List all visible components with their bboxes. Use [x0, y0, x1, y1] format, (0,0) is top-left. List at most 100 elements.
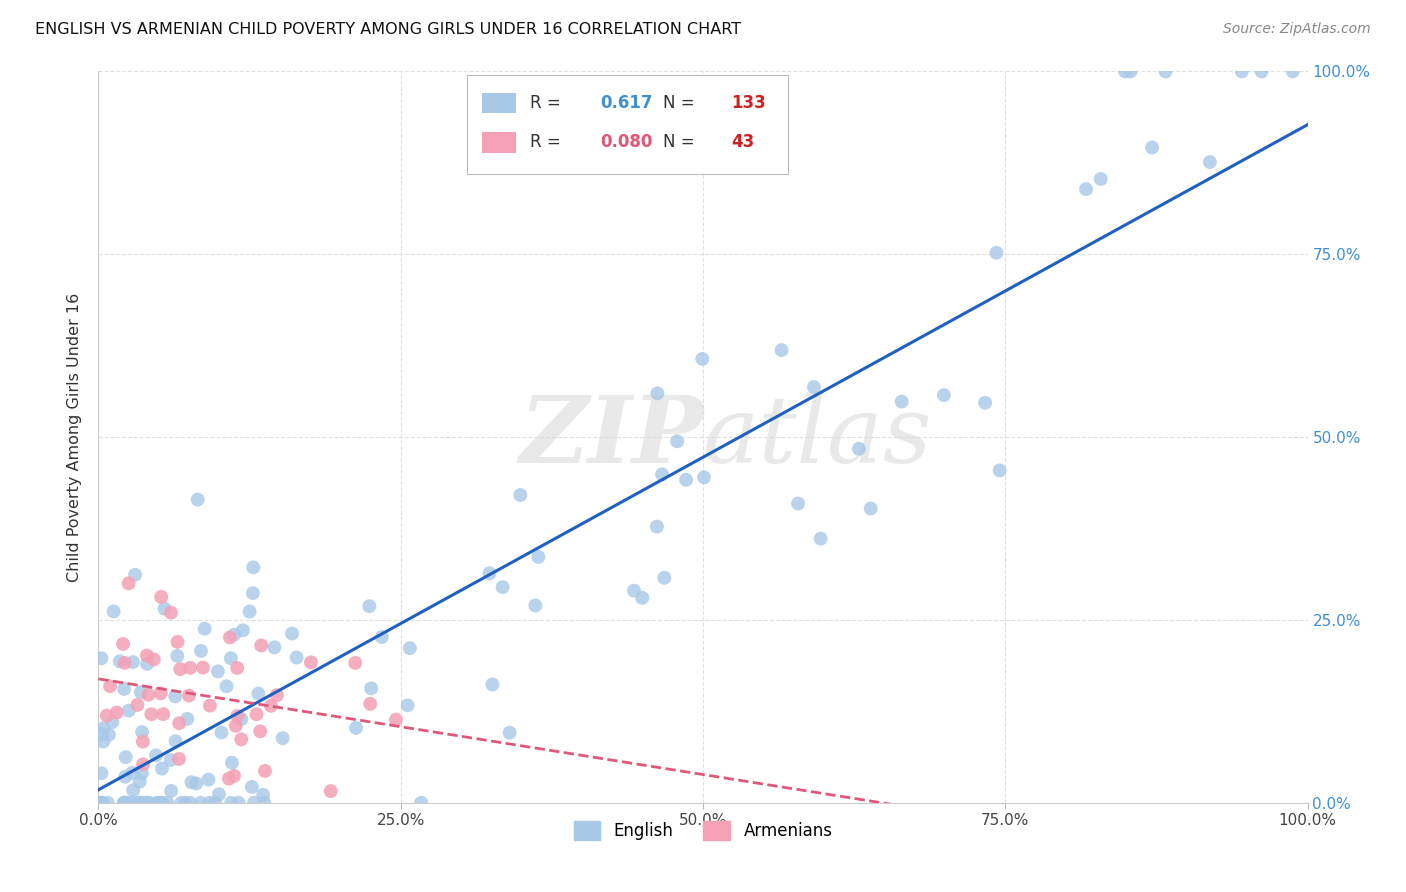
Point — [1090, 172, 1112, 186]
Point — [128, 796, 150, 810]
Point — [253, 796, 276, 810]
Point — [179, 796, 201, 810]
Point — [112, 637, 135, 651]
Point — [247, 687, 270, 701]
Point — [177, 689, 200, 703]
Point — [156, 796, 179, 810]
Point — [191, 660, 214, 674]
Point — [1281, 64, 1303, 78]
Point — [1230, 64, 1253, 78]
Point — [166, 648, 188, 663]
Point — [225, 719, 247, 733]
Point — [117, 796, 139, 810]
Point — [524, 599, 547, 613]
Point — [166, 635, 188, 649]
Point — [204, 796, 226, 810]
Point — [239, 605, 262, 619]
Point — [127, 698, 149, 712]
Point — [231, 732, 253, 747]
Text: ZIP: ZIP — [519, 392, 703, 482]
Point — [266, 688, 288, 702]
Point — [97, 728, 120, 742]
Point — [299, 656, 322, 670]
Point — [165, 734, 187, 748]
Point — [153, 601, 176, 615]
Text: 133: 133 — [731, 94, 765, 112]
Point — [131, 766, 153, 780]
Text: ENGLISH VS ARMENIAN CHILD POVERTY AMONG GIRLS UNDER 16 CORRELATION CHART: ENGLISH VS ARMENIAN CHILD POVERTY AMONG … — [35, 22, 741, 37]
Point — [149, 686, 172, 700]
Point — [90, 651, 112, 665]
Point — [173, 796, 195, 810]
Point — [1140, 140, 1163, 154]
Point — [253, 764, 276, 778]
Point — [136, 796, 159, 810]
Point — [96, 708, 118, 723]
Point — [128, 774, 150, 789]
Y-axis label: Child Poverty Among Girls Under 16: Child Poverty Among Girls Under 16 — [67, 293, 83, 582]
Point — [228, 796, 250, 810]
Point — [134, 796, 156, 810]
Point — [129, 685, 152, 699]
Point — [693, 470, 716, 484]
Point — [98, 679, 121, 693]
Point — [132, 734, 155, 748]
Point — [242, 586, 264, 600]
Point — [245, 707, 267, 722]
Point — [135, 648, 157, 663]
Point — [1074, 182, 1097, 196]
Point — [675, 473, 697, 487]
Point — [138, 688, 160, 702]
Text: 43: 43 — [731, 133, 754, 152]
Point — [141, 707, 163, 722]
Point — [97, 796, 120, 810]
Point — [890, 394, 912, 409]
Point — [176, 712, 198, 726]
Point — [114, 656, 136, 670]
Point — [219, 631, 242, 645]
Point — [1119, 64, 1142, 78]
Point — [848, 442, 870, 456]
Point — [226, 709, 249, 723]
Point — [231, 712, 253, 726]
FancyBboxPatch shape — [467, 75, 787, 174]
Point — [478, 566, 501, 581]
Point — [165, 690, 187, 704]
Point — [1114, 64, 1136, 78]
Point — [187, 492, 209, 507]
Point — [810, 532, 832, 546]
Point — [128, 796, 150, 810]
Point — [114, 750, 136, 764]
Text: Source: ZipAtlas.com: Source: ZipAtlas.com — [1223, 22, 1371, 37]
Point — [319, 784, 342, 798]
Point — [142, 652, 165, 666]
Point — [371, 630, 394, 644]
Text: N =: N = — [664, 133, 700, 152]
Point — [90, 796, 112, 810]
Point — [285, 650, 308, 665]
Point — [190, 796, 212, 810]
Point — [651, 467, 673, 482]
Point — [803, 380, 825, 394]
Point — [131, 725, 153, 739]
Point — [209, 725, 232, 739]
Point — [631, 591, 654, 605]
Point — [197, 772, 219, 787]
Point — [654, 571, 676, 585]
Text: 0.080: 0.080 — [600, 133, 652, 152]
Point — [112, 796, 135, 810]
Point — [249, 724, 271, 739]
Point — [218, 772, 240, 786]
Point — [112, 796, 135, 810]
Point — [112, 796, 135, 810]
Point — [240, 780, 263, 794]
Point — [90, 796, 112, 810]
Point — [221, 756, 243, 770]
Point — [148, 796, 170, 810]
Point — [124, 567, 146, 582]
Point — [411, 796, 433, 810]
Point — [242, 560, 264, 574]
Point — [149, 796, 172, 810]
Point — [93, 721, 115, 735]
Point — [263, 640, 285, 655]
